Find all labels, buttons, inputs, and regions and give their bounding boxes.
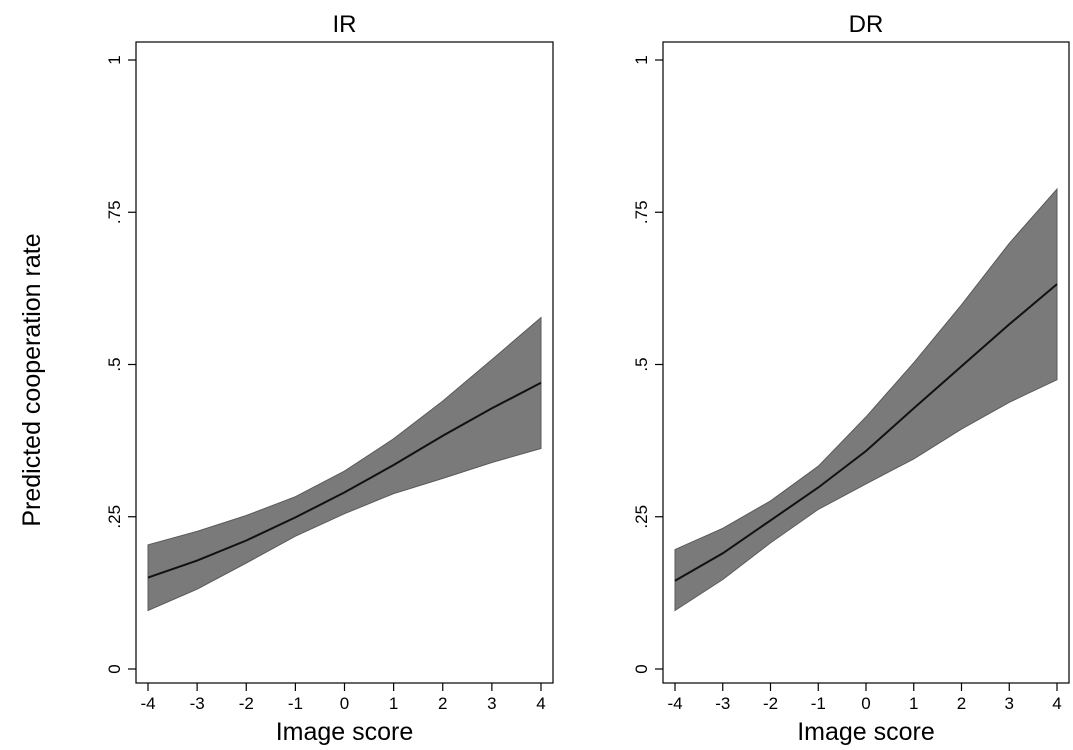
y-tick-label: .75 <box>632 200 651 224</box>
y-tick-label: .25 <box>105 505 124 529</box>
y-tick-label: .75 <box>105 200 124 224</box>
x-tick-label: 2 <box>438 694 447 713</box>
estimate-line <box>147 381 542 579</box>
y-axis-label: Predicted cooperation rate <box>18 233 46 526</box>
x-tick-label: -1 <box>811 694 826 713</box>
y-tick-label: 0 <box>632 664 651 673</box>
y-tick-label: 0 <box>105 664 124 673</box>
y-tick-label: .25 <box>632 505 651 529</box>
confidence-band <box>674 187 1058 612</box>
y-tick-label: .5 <box>632 357 651 371</box>
x-tick-label: 4 <box>536 694 545 713</box>
x-axis-label: Image score <box>276 718 414 746</box>
x-tick-label: 2 <box>957 694 966 713</box>
y-tick-label: 1 <box>632 55 651 64</box>
x-axis-label: Image score <box>797 718 935 746</box>
chart-title: DR <box>849 11 884 38</box>
x-tick-label: -3 <box>715 694 730 713</box>
estimate-line <box>674 283 1058 582</box>
y-tick-label: 1 <box>105 55 124 64</box>
x-tick-label: -2 <box>763 694 778 713</box>
chart-title: IR <box>333 11 357 38</box>
chart-panel-ir: IR 0 .25 .5 .75 1 -4 -3 -2 -1 0 1 2 3 4 Image score <box>105 11 554 746</box>
x-tick-label: 3 <box>487 694 496 713</box>
x-tick-label: 0 <box>340 694 349 713</box>
x-tick-label: 3 <box>1005 694 1014 713</box>
x-tick-label: -4 <box>667 694 682 713</box>
y-tick-label: .5 <box>105 357 124 371</box>
confidence-band <box>147 316 542 612</box>
x-tick-label: -4 <box>140 694 155 713</box>
x-tick-label: 0 <box>861 694 870 713</box>
x-tick-label: -3 <box>190 694 205 713</box>
x-tick-label: 1 <box>389 694 398 713</box>
x-tick-label: 4 <box>1052 694 1061 713</box>
x-tick-label: -2 <box>239 694 254 713</box>
x-tick-label: -1 <box>288 694 303 713</box>
chart-panel-dr: DR 0 .25 .5 .75 1 -4 -3 -2 -1 0 1 2 3 4 Image score <box>632 11 1070 746</box>
x-tick-label: 1 <box>909 694 918 713</box>
